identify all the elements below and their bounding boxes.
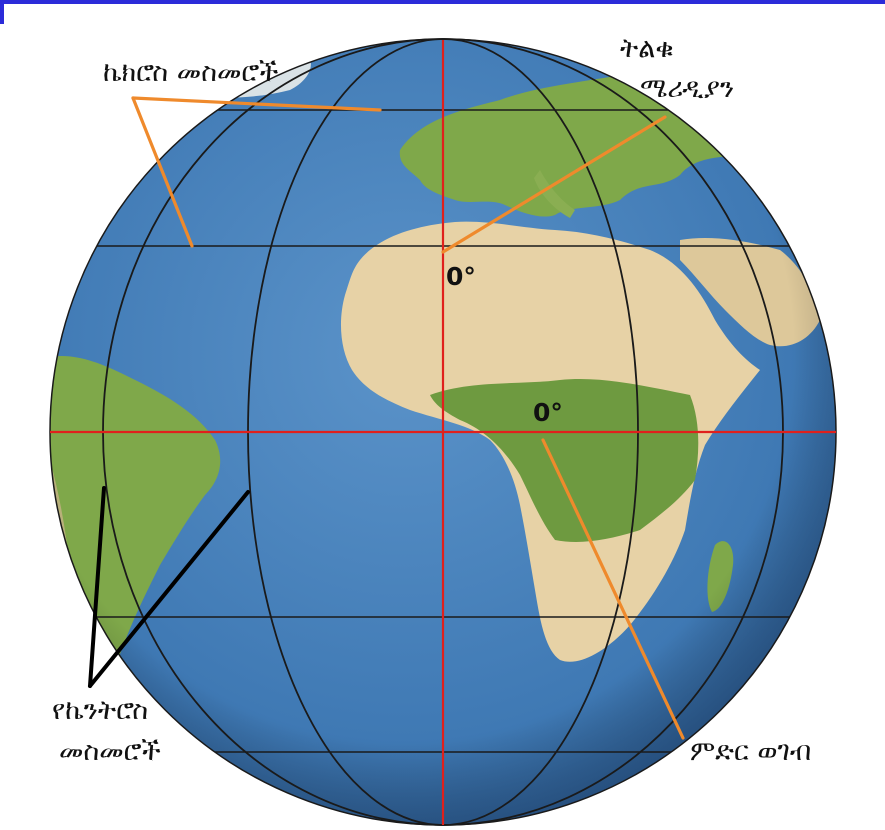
equator-degree: 0° bbox=[533, 398, 563, 427]
prime-meridian-label-line2: ሜሪዲያን bbox=[640, 73, 735, 104]
pointer-longitude-outer bbox=[88, 486, 106, 688]
top-frame-border bbox=[0, 0, 885, 4]
equator-label: ምድር ወገብ bbox=[690, 736, 812, 767]
black-pointers bbox=[88, 486, 250, 688]
pointer-latitude-mid bbox=[131, 96, 194, 248]
orange-pointers bbox=[131, 96, 685, 740]
pointer-prime-meridian bbox=[441, 115, 667, 254]
latitude-lines-label: ኬክሮስ መስመሮች bbox=[103, 57, 279, 88]
longitude-lines-label-line2: መስመሮች bbox=[59, 736, 161, 767]
longitude-lines-label-line1: የኬንትሮስ bbox=[52, 695, 149, 726]
pointer-latitude-top bbox=[131, 96, 382, 112]
reference-lines bbox=[50, 40, 836, 825]
pointer-longitude-inner bbox=[88, 490, 250, 688]
prime-meridian-label-line1: ትልቁ bbox=[620, 33, 674, 64]
pointer-equator bbox=[541, 438, 685, 740]
left-frame-border bbox=[0, 0, 4, 24]
prime-meridian-degree: 0° bbox=[446, 262, 476, 291]
